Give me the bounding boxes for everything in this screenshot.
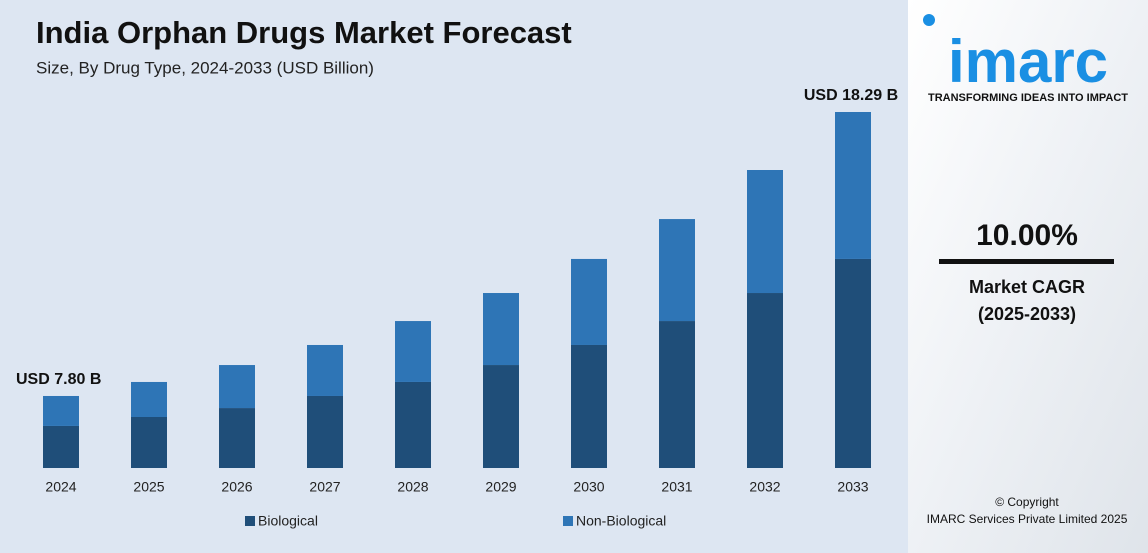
- bar-segment: [219, 408, 255, 468]
- bar-segment: [307, 344, 343, 396]
- x-tick-label: 2029: [485, 479, 516, 495]
- side-panel: [908, 0, 1148, 553]
- bar-segment: [307, 395, 343, 468]
- bar-segment: [395, 321, 431, 382]
- copyright: © Copyright: [995, 495, 1059, 509]
- bar-segment: [131, 417, 167, 468]
- bar-segment: [747, 293, 783, 468]
- x-tick-label: 2030: [573, 479, 604, 495]
- bar-segment: [659, 219, 695, 322]
- x-tick-label: 2033: [837, 479, 868, 495]
- x-tick-label: 2026: [221, 479, 252, 495]
- logo-dot: [923, 14, 935, 26]
- bar-segment: [219, 365, 255, 409]
- x-tick-label: 2027: [309, 479, 340, 495]
- legend-label: Non-Biological: [576, 513, 666, 529]
- bar-segment: [483, 365, 519, 468]
- bar-segment: [131, 381, 167, 418]
- cagr-value: 10.00%: [976, 219, 1078, 252]
- logo: imarc: [948, 28, 1108, 95]
- bar-segment: [659, 321, 695, 468]
- bar-segment: [43, 425, 79, 468]
- total-label: USD 18.29 B: [804, 87, 898, 104]
- x-tick-label: 2032: [749, 479, 780, 495]
- bar-segment: [835, 112, 871, 259]
- bar-segment: [43, 395, 79, 426]
- x-tick-label: 2028: [397, 479, 428, 495]
- logo-tagline: TRANSFORMING IDEAS INTO IMPACT: [928, 92, 1128, 104]
- chart-title: India Orphan Drugs Market Forecast: [36, 15, 572, 50]
- total-label: USD 7.80 B: [16, 371, 101, 388]
- divider: [939, 259, 1114, 264]
- x-tick-label: 2031: [661, 479, 692, 495]
- x-tick-label: 2025: [133, 479, 164, 495]
- x-tick-label: 2024: [45, 479, 76, 495]
- cagr-period: (2025-2033): [978, 304, 1076, 324]
- chart-subtitle: Size, By Drug Type, 2024-2033 (USD Billi…: [36, 58, 374, 77]
- legend-label: Biological: [258, 513, 318, 529]
- legend-swatch: [245, 516, 255, 526]
- bar-segment: [483, 293, 519, 366]
- cagr-label: Market CAGR: [969, 277, 1085, 297]
- bar-segment: [395, 381, 431, 468]
- legend-swatch: [563, 516, 573, 526]
- bar-segment: [835, 258, 871, 468]
- company: IMARC Services Private Limited 2025: [927, 512, 1128, 526]
- bar-segment: [747, 170, 783, 294]
- bar-segment: [571, 258, 607, 345]
- bar-segment: [571, 344, 607, 468]
